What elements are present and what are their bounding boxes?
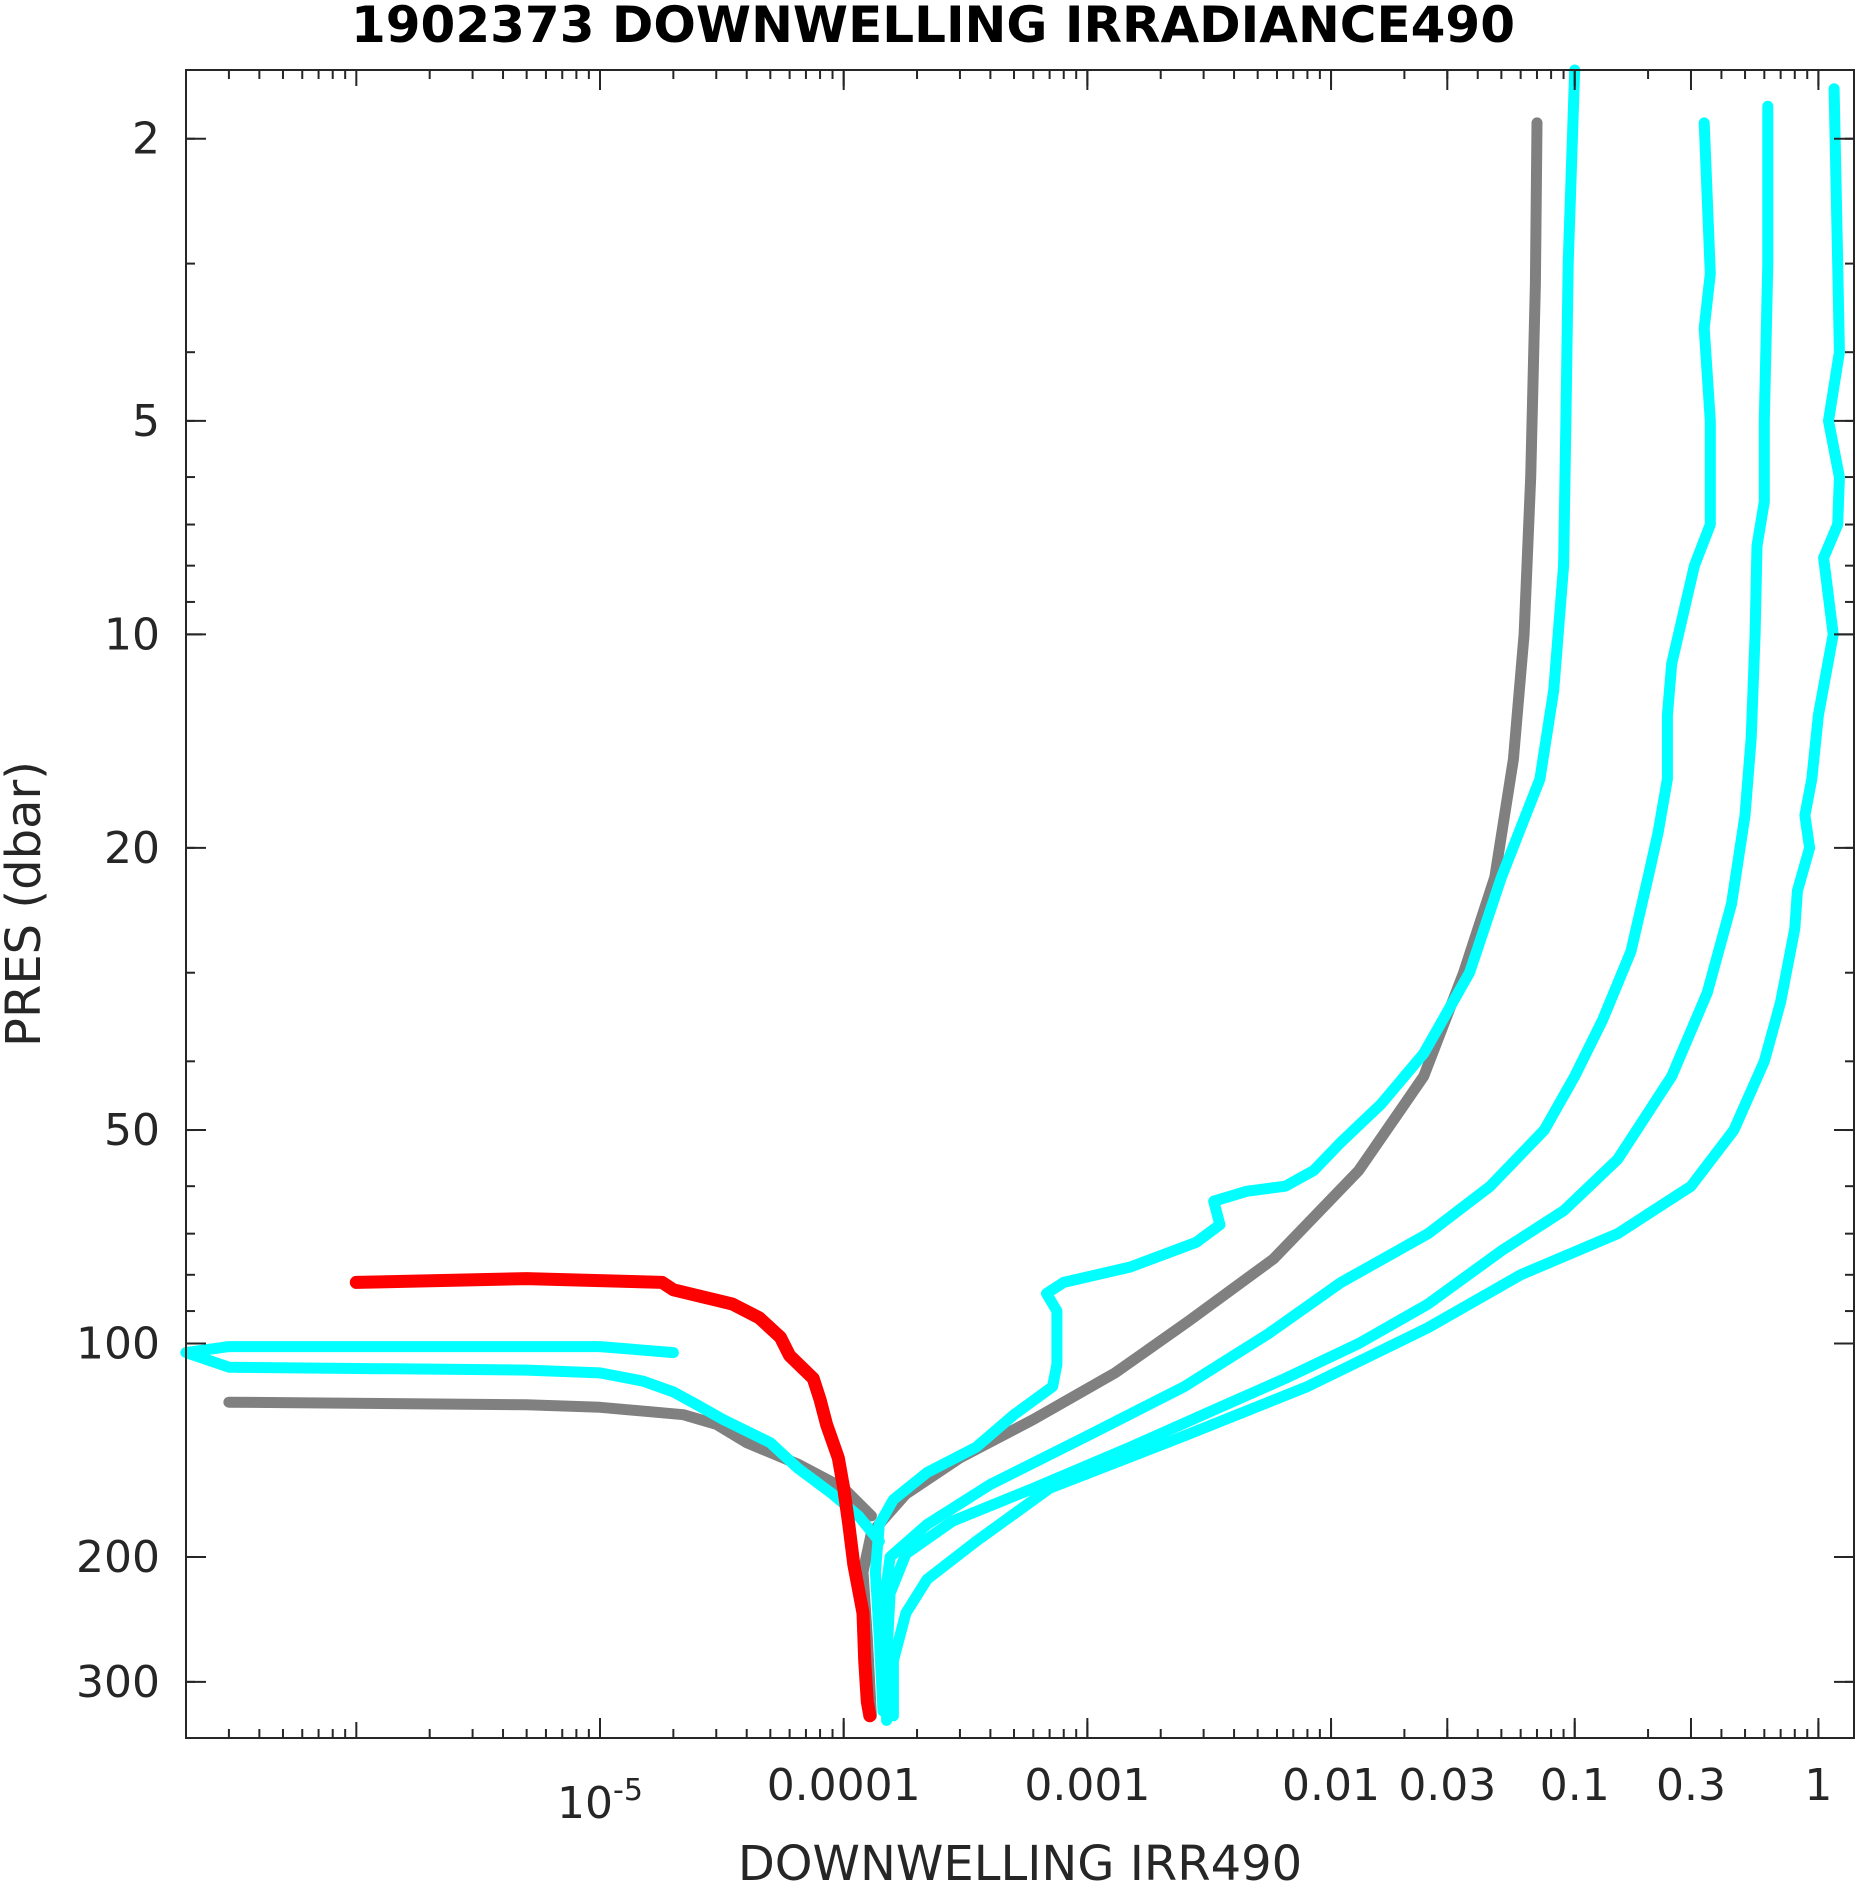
- x-tick-label: 0.03: [1398, 1760, 1496, 1811]
- y-tick-label: 10: [104, 609, 160, 660]
- y-tick-label: 5: [132, 396, 160, 447]
- series-line-5: [877, 117, 1716, 1688]
- plot-frame: [185, 69, 1855, 1739]
- y-axis-label: PRES (dbar): [0, 761, 52, 1047]
- x-tick-label: 0.1: [1540, 1760, 1610, 1811]
- x-axis-label: DOWNWELLING IRR490: [738, 1836, 1302, 1892]
- x-tick-label: 0.0001: [767, 1760, 921, 1811]
- series-layer: [180, 64, 1845, 1726]
- x-tick-label: 1: [1804, 1760, 1832, 1811]
- series-line-2: [223, 1396, 877, 1522]
- series-line-1: [857, 117, 1543, 1722]
- x-tick-label: 0.001: [1024, 1760, 1150, 1811]
- ticks-layer: 10-5 0.0001 0.001 0.01 0.03 0.1 0.3 1 2 5 10 20 50 10…: [76, 70, 1854, 1829]
- x-tick-label: 0.3: [1656, 1760, 1726, 1811]
- y-tick-label: 50: [104, 1105, 160, 1156]
- series-line-4: [180, 1341, 885, 1547]
- x-tick-label: 0.01: [1282, 1760, 1380, 1811]
- y-tick-label: 100: [76, 1319, 160, 1370]
- series-line-6: [881, 100, 1774, 1726]
- y-tick-label: 20: [104, 823, 160, 874]
- y-tick-label: 200: [76, 1532, 160, 1583]
- chart-title: 1902373 DOWNWELLING IRRADIANCE490: [351, 0, 1515, 54]
- y-tick-label: 300: [76, 1657, 160, 1708]
- series-line-7: [887, 83, 1845, 1722]
- x-tick-label: 10-5: [557, 1773, 643, 1829]
- series-line-3: [869, 64, 1581, 1717]
- series-line-8: [349, 1272, 877, 1723]
- y-tick-label: 2: [132, 114, 160, 165]
